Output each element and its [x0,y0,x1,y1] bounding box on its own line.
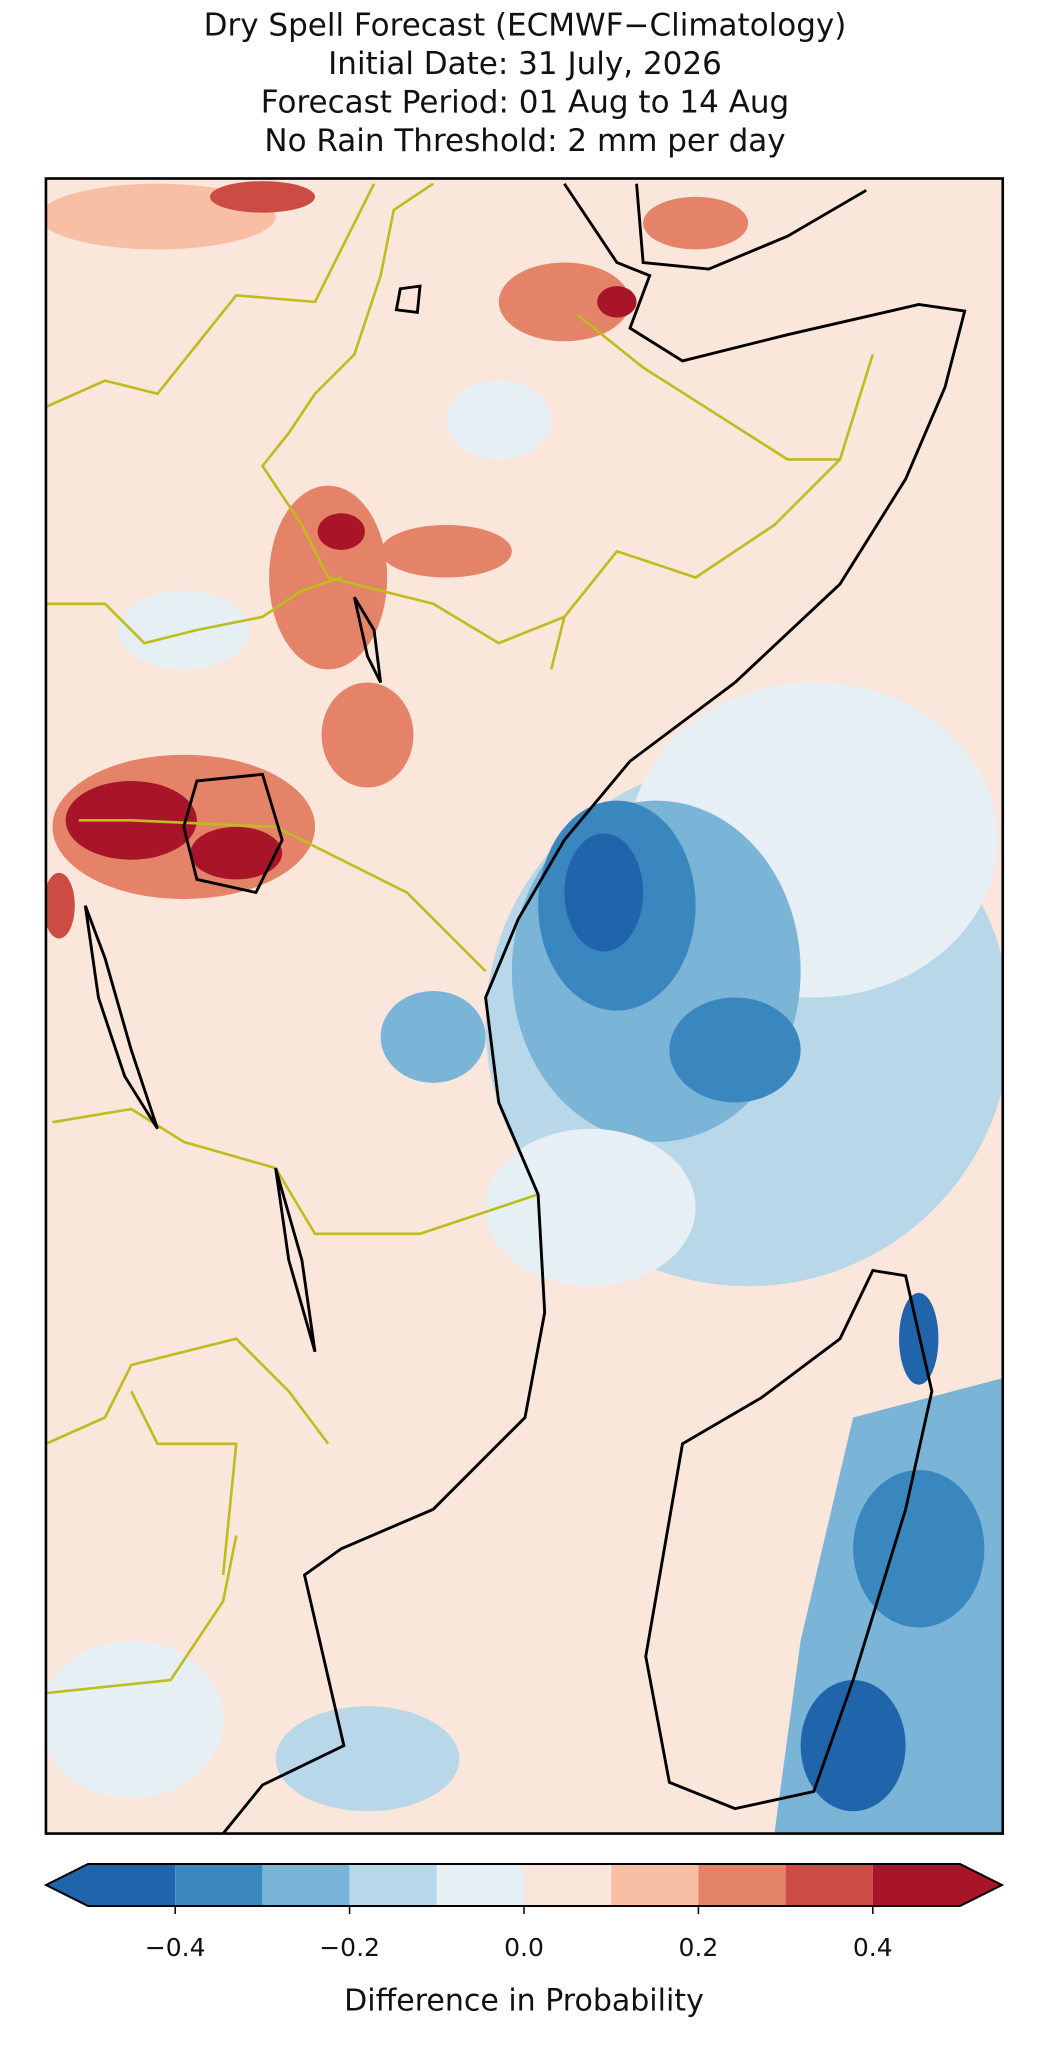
chart-title: Initial Date: 31 July, 2026 [328,46,722,82]
colorbar-extend-low [46,1864,88,1906]
colorbar-segment [698,1864,786,1906]
colorbar-outline [43,1863,1005,1907]
colorbar-extend-high [960,1864,1002,1906]
chart-title: No Rain Threshold: 2 mm per day [264,123,785,159]
colorbar-segment [872,1864,960,1906]
map [44,177,1005,1835]
colorbar-tick-label: −0.4 [145,1933,206,1962]
colorbar-tick-label: 0.4 [853,1933,893,1962]
colorbar-segment [785,1864,873,1906]
chart-title: Forecast Period: 01 Aug to 14 Aug [261,85,789,121]
colorbar-segment [349,1864,437,1906]
colorbar-segment [436,1864,524,1906]
colorbar-label: Difference in Probability [344,1984,704,2019]
colorbar-segment [262,1864,350,1906]
map-frame [44,177,1005,1835]
colorbar-segment [175,1864,263,1906]
chart-title: Dry Spell Forecast (ECMWF−Climatology) [204,8,847,44]
colorbar-segment [611,1864,699,1906]
anomaly-field [45,181,1003,1834]
colorbar-tick-label: −0.2 [319,1933,380,1962]
colorbar-tick-label: 0.0 [504,1933,544,1962]
colorbar-segment [524,1864,612,1906]
colorbar-tick-label: 0.2 [679,1933,719,1962]
colorbar-segment [88,1864,176,1906]
coastlines [83,182,967,1834]
